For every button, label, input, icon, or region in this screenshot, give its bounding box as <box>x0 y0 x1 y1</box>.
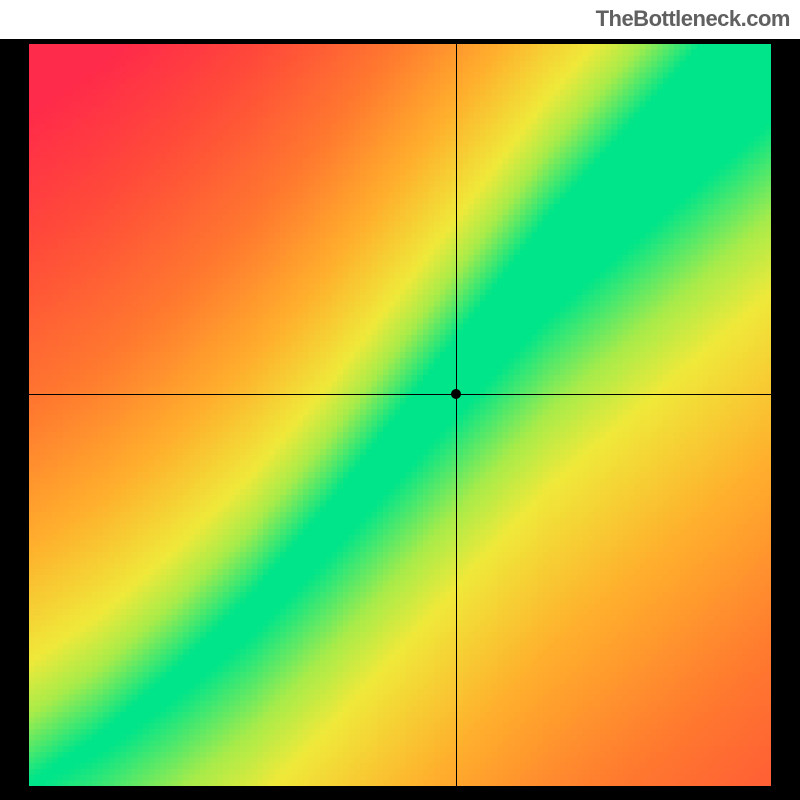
bottleneck-heatmap <box>29 44 771 786</box>
crosshair-vertical <box>456 44 457 786</box>
crosshair-horizontal <box>29 394 771 395</box>
plot-outer-frame <box>0 39 800 800</box>
attribution-text: TheBottleneck.com <box>596 6 790 32</box>
selection-marker <box>451 389 461 399</box>
plot-area <box>29 44 771 786</box>
figure-container: TheBottleneck.com <box>0 0 800 800</box>
